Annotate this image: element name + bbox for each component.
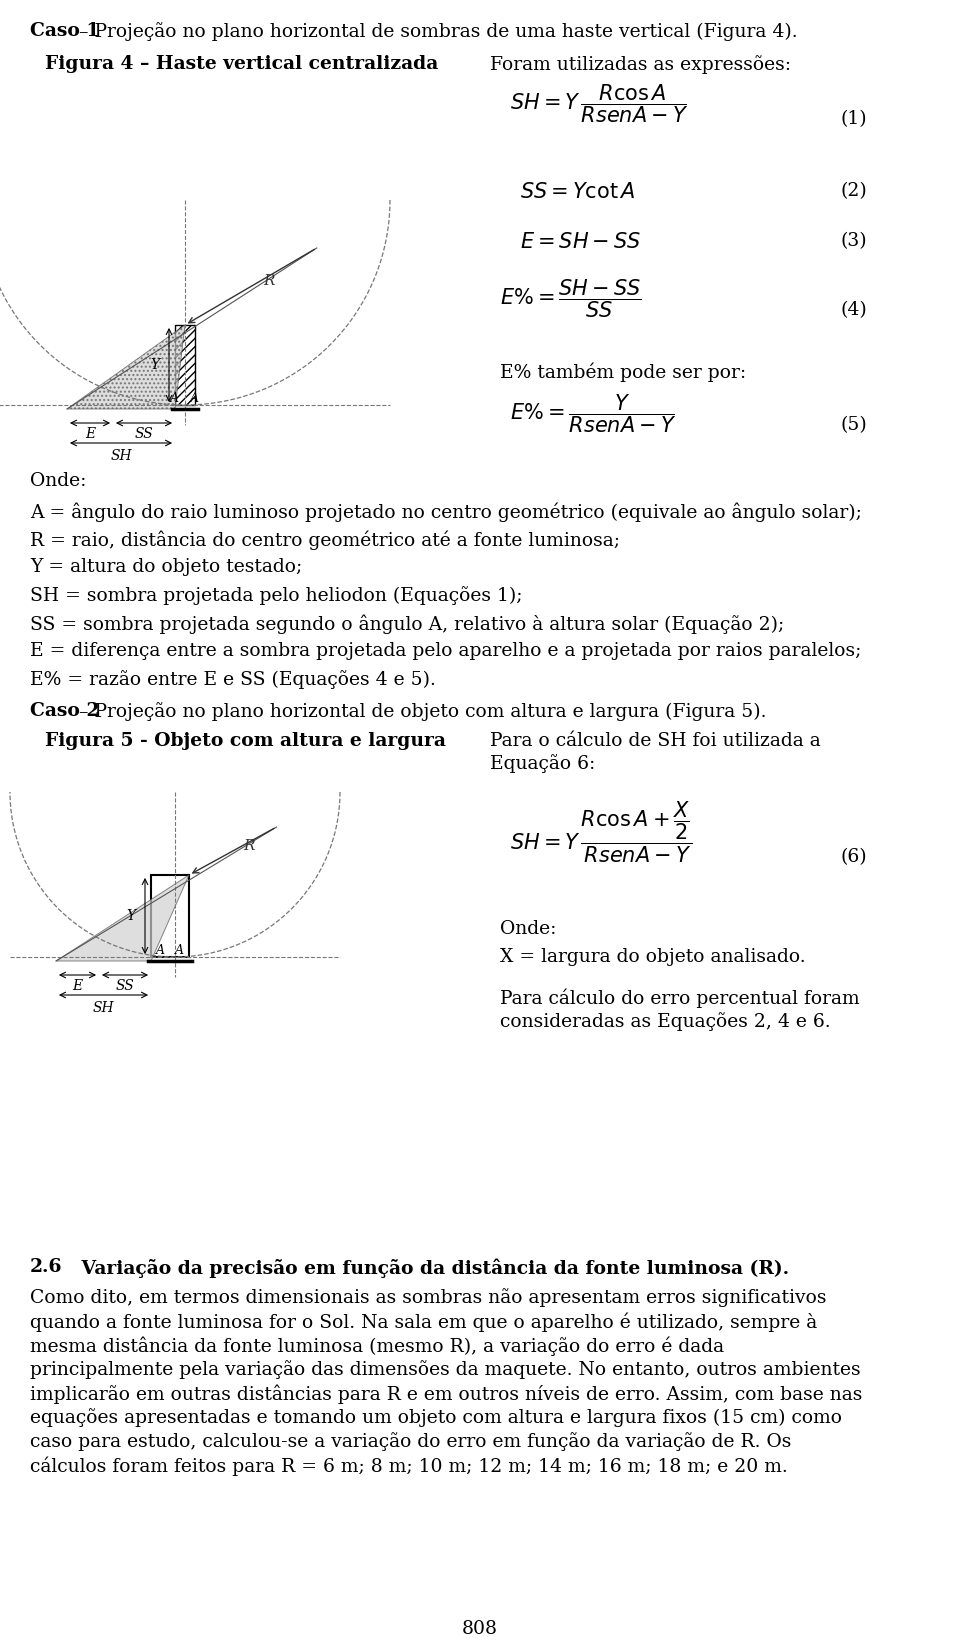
Text: Para cálculo do erro percentual foram: Para cálculo do erro percentual foram [500, 987, 859, 1007]
Text: Como dito, em termos dimensionais as sombras não apresentam erros significativos: Como dito, em termos dimensionais as som… [30, 1288, 827, 1306]
Text: cálculos foram feitos para R = 6 m; 8 m; 10 m; 12 m; 14 m; 16 m; 18 m; e 20 m.: cálculos foram feitos para R = 6 m; 8 m;… [30, 1456, 788, 1475]
Text: consideradas as Equações 2, 4 e 6.: consideradas as Equações 2, 4 e 6. [500, 1012, 830, 1030]
Text: E% = razão entre E e SS (Equações 4 e 5).: E% = razão entre E e SS (Equações 4 e 5)… [30, 670, 436, 688]
Text: E = diferença entre a sombra projetada pelo aparelho e a projetada por raios par: E = diferença entre a sombra projetada p… [30, 642, 861, 660]
Text: mesma distância da fonte luminosa (mesmo R), a variação do erro é dada: mesma distância da fonte luminosa (mesmo… [30, 1336, 724, 1355]
Text: $E\% = \dfrac{SH - SS}{SS}$: $E\% = \dfrac{SH - SS}{SS}$ [500, 278, 641, 319]
Text: A: A [190, 393, 199, 406]
Text: A: A [175, 945, 184, 958]
Text: Figura 5 - Objeto com altura e largura: Figura 5 - Objeto com altura e largura [45, 733, 445, 749]
Text: Y: Y [126, 909, 135, 923]
Text: (1): (1) [840, 110, 867, 128]
Text: implicarão em outras distâncias para R e em outros níveis de erro. Assim, com ba: implicarão em outras distâncias para R e… [30, 1383, 862, 1403]
Text: SH = sombra projetada pelo heliodon (Equações 1);: SH = sombra projetada pelo heliodon (Equ… [30, 587, 522, 605]
Text: 2.6: 2.6 [30, 1259, 62, 1277]
Text: E% também pode ser por:: E% também pode ser por: [500, 361, 746, 381]
Text: SH: SH [110, 449, 132, 463]
Text: (3): (3) [840, 232, 867, 250]
Text: Foram utilizadas as expressões:: Foram utilizadas as expressões: [490, 54, 791, 74]
Text: $E\% = \dfrac{Y}{RsenA - Y}$: $E\% = \dfrac{Y}{RsenA - Y}$ [510, 393, 676, 434]
Text: Para o cálculo de SH foi utilizada a: Para o cálculo de SH foi utilizada a [490, 733, 821, 749]
Text: X = largura do objeto analisado.: X = largura do objeto analisado. [500, 948, 805, 966]
Text: 808: 808 [462, 1620, 498, 1638]
Text: (5): (5) [840, 416, 867, 434]
Text: principalmente pela variação das dimensões da maquete. No entanto, outros ambien: principalmente pela variação das dimensõ… [30, 1360, 860, 1378]
Text: Variação da precisão em função da distância da fonte luminosa (R).: Variação da precisão em função da distân… [62, 1259, 789, 1278]
Text: – Projeção no plano horizontal de objeto com altura e largura (Figura 5).: – Projeção no plano horizontal de objeto… [73, 702, 766, 721]
Text: – Projeção no plano horizontal de sombras de uma haste vertical (Figura 4).: – Projeção no plano horizontal de sombra… [73, 21, 798, 41]
Bar [151, 876, 189, 956]
Text: Y = altura do objeto testado;: Y = altura do objeto testado; [30, 559, 302, 577]
Text: quando a fonte luminosa for o Sol. Na sala em que o aparelho é utilizado, sempre: quando a fonte luminosa for o Sol. Na sa… [30, 1313, 817, 1331]
Text: SS = sombra projetada segundo o ângulo A, relativo à altura solar (Equação 2);: SS = sombra projetada segundo o ângulo A… [30, 614, 784, 634]
Text: caso para estudo, calculou-se a variação do erro em função da variação de R. Os: caso para estudo, calculou-se a variação… [30, 1433, 791, 1451]
Text: equações apresentadas e tomando um objeto com altura e largura fixos (15 cm) com: equações apresentadas e tomando um objet… [30, 1408, 842, 1428]
Bar [175, 325, 195, 406]
Text: Onde:: Onde: [500, 920, 557, 938]
Text: SS: SS [134, 427, 154, 440]
Text: SS: SS [115, 979, 134, 992]
Text: A: A [170, 393, 179, 406]
Text: (4): (4) [840, 301, 867, 319]
Text: E: E [72, 979, 83, 992]
Text: Onde:: Onde: [30, 472, 86, 490]
Text: Caso 2: Caso 2 [30, 702, 100, 720]
Polygon shape [67, 325, 185, 409]
Text: R: R [243, 840, 254, 853]
Text: $SS = Y\cot A$: $SS = Y\cot A$ [520, 182, 636, 202]
Polygon shape [56, 876, 189, 961]
Text: Equação 6:: Equação 6: [490, 754, 595, 772]
Text: Figura 4 – Haste vertical centralizada: Figura 4 – Haste vertical centralizada [45, 54, 439, 72]
Text: R = raio, distância do centro geométrico até a fonte luminosa;: R = raio, distância do centro geométrico… [30, 531, 620, 549]
Text: Y: Y [150, 358, 159, 371]
Text: (6): (6) [840, 848, 867, 866]
Text: A: A [156, 945, 165, 958]
Text: E: E [84, 427, 95, 440]
Text: $SH = Y\,\dfrac{R\cos A}{RsenA - Y}$: $SH = Y\,\dfrac{R\cos A}{RsenA - Y}$ [510, 82, 688, 125]
Text: SH: SH [93, 1001, 114, 1015]
Text: Caso 1: Caso 1 [30, 21, 100, 39]
Text: A = ângulo do raio luminoso projetado no centro geométrico (equivale ao ângulo s: A = ângulo do raio luminoso projetado no… [30, 503, 862, 521]
Text: $E = SH - SS$: $E = SH - SS$ [520, 232, 641, 251]
Text: R: R [263, 274, 275, 289]
Text: $SH = Y\,\dfrac{R\cos A + \dfrac{X}{2}}{RsenA - Y}$: $SH = Y\,\dfrac{R\cos A + \dfrac{X}{2}}{… [510, 800, 692, 864]
Text: (2): (2) [840, 182, 867, 200]
